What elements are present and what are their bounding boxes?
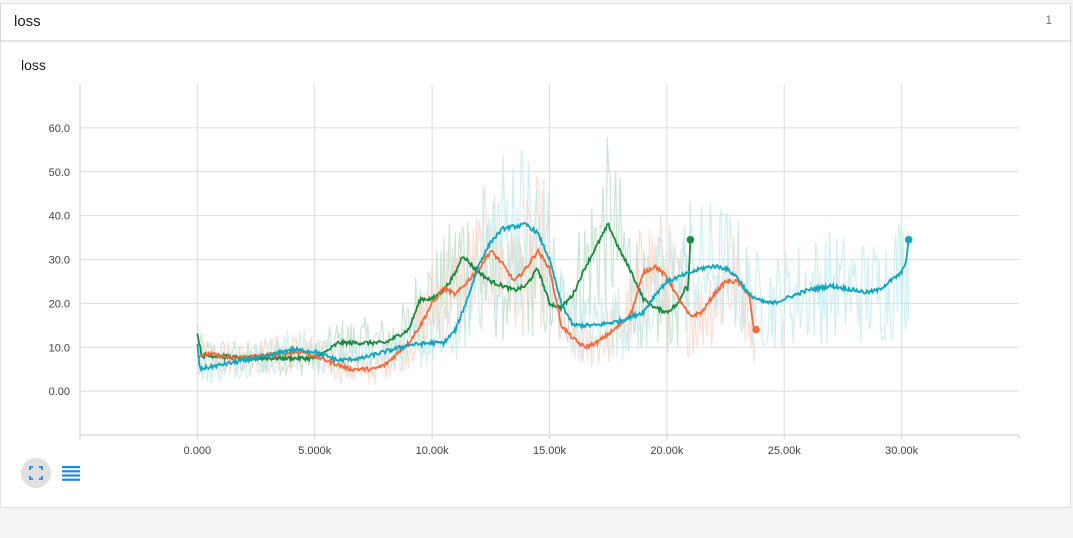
- data-list-icon: [62, 466, 80, 481]
- card-header[interactable]: loss 1: [1, 4, 1070, 41]
- smoothed-series-line: [196, 221, 910, 373]
- x-tick-label: 0.000: [184, 445, 212, 457]
- x-tick-label: 5.000k: [298, 445, 332, 457]
- y-tick-label: 30.0: [49, 255, 70, 267]
- toggle-data-table-button[interactable]: [56, 458, 86, 488]
- series-end-point: [686, 235, 695, 244]
- y-tick-label: 40.0: [49, 211, 70, 223]
- page-footer-strip: [0, 508, 1073, 538]
- card-count: 1: [1045, 13, 1052, 27]
- chart-title: loss: [21, 57, 46, 73]
- x-tick-label: 30.00k: [885, 445, 919, 457]
- x-tick-label: 25.00k: [768, 445, 802, 457]
- fit-to-data-icon: [29, 466, 43, 480]
- series-end-point: [904, 235, 913, 244]
- fit-domain-button[interactable]: [21, 458, 51, 488]
- x-tick-label: 10.00k: [416, 445, 450, 457]
- raw-series-line: [196, 149, 910, 384]
- y-tick-label: 60.0: [49, 123, 70, 135]
- loss-card: loss 1: [0, 3, 1071, 508]
- x-tick-label: 20.00k: [650, 445, 684, 457]
- y-tick-label: 10.0: [49, 342, 70, 354]
- y-tick-label: 20.0: [49, 298, 70, 310]
- card-title: loss: [14, 13, 41, 30]
- y-tick-label: 50.0: [49, 167, 70, 179]
- x-tick-label: 15.00k: [533, 445, 567, 457]
- y-tick-label: 0.00: [49, 386, 70, 398]
- series-end-point: [752, 325, 760, 334]
